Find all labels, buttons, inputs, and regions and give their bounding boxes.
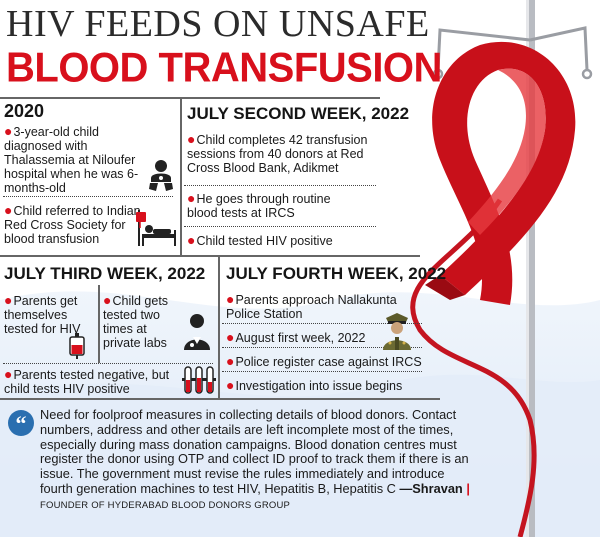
headline-line-1: HIV FEEDS ON UNSAFE xyxy=(6,3,430,45)
test-tubes-icon xyxy=(182,366,216,394)
dotted-separator xyxy=(3,363,213,364)
dotted-separator xyxy=(222,323,422,324)
timeline-item: ●August first week, 2022 xyxy=(226,329,366,345)
divider xyxy=(0,255,420,257)
doctor-icon xyxy=(184,314,210,350)
divider xyxy=(98,285,100,363)
headline-line-2: BLOOD TRANSFUSION xyxy=(6,44,442,92)
divider xyxy=(218,255,220,398)
svg-text:“: “ xyxy=(16,411,27,436)
quote-separator: | xyxy=(466,480,470,496)
divider xyxy=(180,97,182,255)
section-heading-2020: 2020 xyxy=(4,101,45,121)
dotted-separator xyxy=(184,226,376,227)
quote-icon: “ xyxy=(8,410,34,436)
timeline-item: ●Child gets tested two times at private … xyxy=(103,292,169,350)
quote-body: Need for foolproof measures in collectin… xyxy=(40,407,469,496)
timeline-item: ●Police register case against IRCS xyxy=(226,353,422,369)
quote-author: —Shravan xyxy=(399,480,463,496)
timeline-item: ●Investigation into issue begins xyxy=(226,377,403,393)
blood-bag-icon xyxy=(69,333,85,359)
timeline-item: ●Parents tested negative, but child test… xyxy=(4,366,170,396)
iv-stand-icon xyxy=(432,0,593,537)
quote-affiliation: FOUNDER OF HYDERABAD BLOOD DONORS GROUP xyxy=(40,499,291,511)
section-heading-july-second-week: JULY SECOND WEEK, 2022 xyxy=(187,104,410,123)
timeline-item: ●Child referred to Indian Red Cross Soci… xyxy=(4,202,141,246)
timeline-item: ●3-year-old child diagnosed with Thalass… xyxy=(4,123,139,195)
divider xyxy=(180,97,380,99)
divider xyxy=(0,97,180,99)
police-officer-icon xyxy=(383,313,411,350)
timeline-item: ●He goes through routine blood tests at … xyxy=(187,190,331,220)
timeline-item: ●Child tested HIV positive xyxy=(187,232,333,248)
dotted-separator xyxy=(222,347,422,348)
dotted-separator xyxy=(222,371,422,372)
section-heading-july-fourth-week: JULY FOURTH WEEK, 2022 xyxy=(226,264,447,283)
transfusion-bed-icon xyxy=(136,210,176,246)
timeline-item: ●Parents approach Nallakunta Police Stat… xyxy=(226,291,397,321)
section-heading-july-third-week: JULY THIRD WEEK, 2022 xyxy=(4,264,206,283)
expert-quote: Need for foolproof measures in collectin… xyxy=(40,407,470,514)
timeline-item: ●Child completes 42 transfusion sessions… xyxy=(187,131,368,175)
dotted-separator xyxy=(3,196,173,197)
dotted-separator xyxy=(184,185,376,186)
timeline-item: ●Parents get themselves tested for HIV xyxy=(4,292,81,336)
baby-icon xyxy=(149,160,173,191)
divider xyxy=(0,398,440,400)
red-ribbon-icon xyxy=(410,0,593,537)
